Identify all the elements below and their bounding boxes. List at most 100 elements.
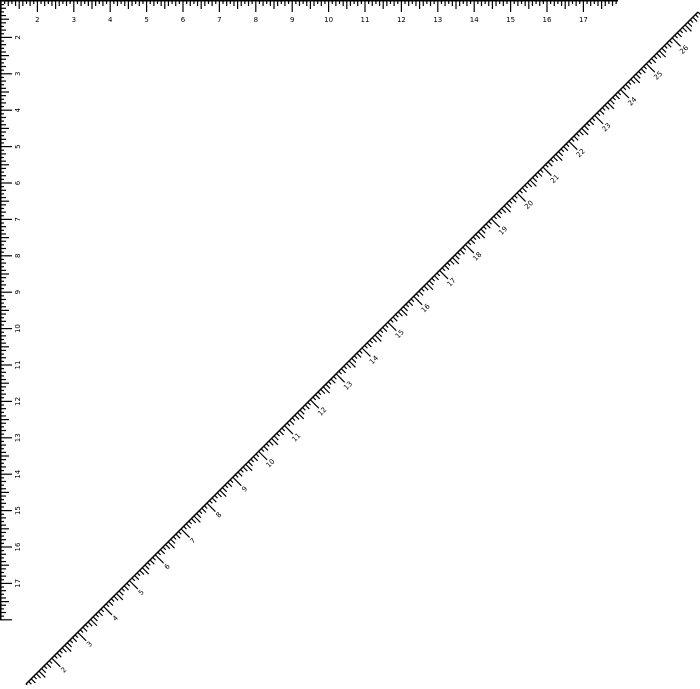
diagonal-ruler-tick [209,500,213,504]
diagonal-ruler-tick [100,608,105,613]
top-ruler-label: 15 [506,16,515,24]
left-ruler-label: 11 [14,361,22,370]
diagonal-ruler-tick [480,228,486,234]
diagonal-ruler-tick [325,383,331,389]
diagonal-ruler-tick [333,376,337,380]
diagonal-ruler-tick [87,621,93,627]
diagonal-ruler-tick [565,143,570,148]
top-ruler-label: 6 [181,16,186,24]
diagonal-ruler-tick [495,213,502,219]
diagonal-ruler-tick [253,456,259,462]
diagonal-ruler-tick [521,187,527,193]
diagonal-ruler-tick [128,580,139,590]
diagonal-ruler-tick [299,409,305,415]
top-ruler-label: 11 [361,16,370,24]
diagonal-ruler-label: 12 [316,406,328,418]
diagonal-ruler-tick [358,350,363,354]
diagonal-ruler-tick [74,634,79,639]
diagonal-ruler-tick [317,391,322,396]
diagonal-ruler-tick [97,611,104,617]
diagonal-ruler-tick [304,404,310,410]
diagonal-ruler-tick [676,32,682,38]
diagonal-ruler-tick [147,562,151,566]
diagonal-ruler-tick [59,649,63,654]
diagonal-ruler-tick [237,471,243,477]
diagonal-ruler-tick [529,179,537,187]
diagonal-ruler-label: 3 [85,640,94,649]
diagonal-ruler-tick [635,73,641,79]
diagonal-ruler-label: 2 [59,666,68,675]
diagonal-ruler-tick [614,94,620,100]
top-ruler-label: 17 [579,16,588,24]
diagonal-ruler-tick [622,86,627,91]
diagonal-ruler-label: 18 [471,251,483,263]
diagonal-ruler-tick [413,295,423,306]
diagonal-ruler-tick [116,593,124,601]
diagonal-ruler-tick [485,223,491,229]
diagonal-ruler-tick [488,220,492,225]
top-ruler-label: 12 [397,16,406,24]
diagonal-ruler-tick [245,463,253,472]
diagonal-ruler-tick [216,492,222,498]
top-ruler-label: 14 [470,16,479,24]
diagonal-ruler-tick [444,264,450,270]
diagonal-ruler-tick [384,324,389,328]
diagonal-ruler-tick [43,665,48,670]
diagonal-ruler-tick [284,425,294,435]
diagonal-ruler-tick [340,368,346,374]
diagonal-ruler-tick [255,453,260,458]
diagonal-ruler-tick [183,525,187,530]
diagonal-ruler-tick [198,510,203,515]
diagonal-ruler-tick [661,47,667,53]
diagonal-ruler-tick [294,414,300,420]
diagonal-ruler-tick [286,422,291,427]
diagonal-ruler-tick [110,598,115,602]
diagonal-ruler-tick [601,107,606,111]
diagonal-ruler-tick [364,344,368,349]
diagonal-ruler-tick [162,546,167,551]
diagonal-ruler-tick [552,156,558,162]
diagonal-ruler-tick [320,388,326,395]
diagonal-ruler-tick [627,81,632,86]
diagonal-ruler-tick [441,267,446,272]
top-ruler: 2 3 4 5 6 7 8 9 10 11 12 13 14 15 16 17 [0,0,618,24]
diagonal-ruler-tick [165,544,171,550]
diagonal-ruler-tick [640,68,646,74]
top-ruler-label: 13 [433,16,442,24]
diagonal-ruler-tick [542,166,552,176]
diagonal-ruler-tick [271,438,279,446]
diagonal-ruler-label: 17 [446,277,458,289]
diagonal-ruler-tick [570,138,575,142]
diagonal-ruler-tick [418,290,424,296]
diagonal-ruler-tick [625,83,631,90]
diagonal-ruler-tick [82,626,88,632]
diagonal-ruler-tick [395,313,399,318]
diagonal-ruler-tick [459,249,465,255]
diagonal-ruler-tick [581,127,589,136]
diagonal-ruler-label: 6 [163,562,172,571]
diagonal-ruler-tick [377,332,383,338]
diagonal-ruler-tick [260,448,265,453]
top-ruler-label: 9 [290,16,294,24]
diagonal-ruler-tick [273,435,279,441]
diagonal-ruler-tick [268,440,274,446]
left-ruler-label: 10 [14,324,22,333]
diagonal-ruler-tick [503,205,511,213]
diagonal-ruler-tick [35,673,42,679]
diagonal-ruler-tick [578,130,584,136]
diagonal-ruler-tick [433,275,440,281]
diagonal-ruler-tick [563,145,569,152]
diagonal-ruler-tick [426,282,434,291]
diagonal-ruler-tick [674,34,678,39]
diagonal-ruler-tick [508,200,513,204]
diagonal-ruler-tick [483,226,487,230]
diagonal-ruler-tick [123,585,129,591]
diagonal-ruler-tick [258,450,268,461]
diagonal-ruler-tick [423,285,429,291]
diagonal-ruler-tick [612,96,616,101]
diagonal-ruler-tick [671,37,682,47]
top-ruler-label: 4 [108,16,113,24]
diagonal-ruler-tick [506,202,512,208]
